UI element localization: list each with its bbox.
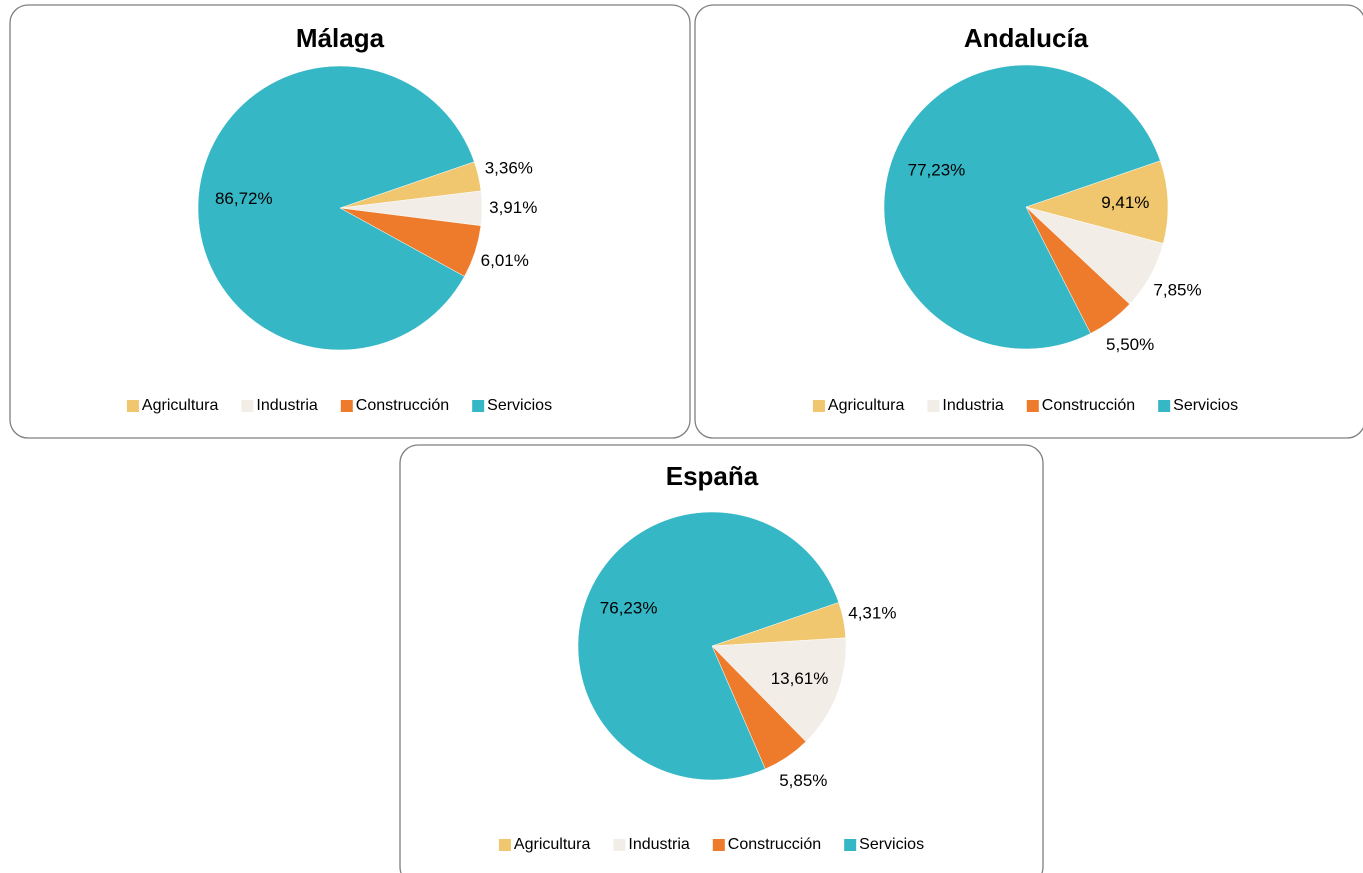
chart-title: Andalucía [964,23,1089,53]
data-label: 3,91% [489,198,537,217]
legend-swatch [613,839,626,851]
legend-swatch [472,400,485,412]
legend-label: Servicios [859,836,924,853]
data-label: 7,85% [1153,281,1201,300]
legend-label: Agricultura [142,397,219,414]
legend-label: Agricultura [514,836,591,853]
data-label: 76,23% [600,599,658,618]
legend-swatch [927,400,940,412]
data-label: 3,36% [485,159,533,178]
data-label: 6,01% [481,251,529,270]
legend-swatch [812,400,825,412]
data-label: 86,72% [215,189,273,208]
pie-slice [197,65,475,351]
data-label: 9,41% [1101,193,1149,212]
data-label: 13,61% [771,669,829,688]
legend-label: Industria [628,836,689,853]
legend-swatch [1026,400,1039,412]
legend-swatch [712,839,725,851]
chart-title: España [666,461,759,491]
legend-label: Agricultura [828,397,905,414]
legend-swatch [241,400,254,412]
pie-slice [577,511,840,781]
chart-title: Málaga [296,23,385,53]
legend-label: Servicios [487,397,552,414]
legend-swatch [126,400,139,412]
legend-label: Construcción [1042,397,1135,414]
legend-label: Construcción [728,836,821,853]
legend-label: Industria [256,397,317,414]
legend-label: Construcción [356,397,449,414]
data-label: 77,23% [908,160,966,179]
data-label: 5,85% [779,771,827,790]
pie-slice [883,64,1161,350]
data-label: 4,31% [848,604,896,623]
legend-label: Industria [942,397,1003,414]
legend-swatch [844,839,857,851]
legend-swatch [498,839,511,851]
data-label: 5,50% [1106,335,1154,354]
pie-slice [711,637,847,742]
legend-swatch [340,400,353,412]
legend-label: Servicios [1173,397,1238,414]
pie-slice [1025,160,1169,244]
legend-swatch [1158,400,1171,412]
